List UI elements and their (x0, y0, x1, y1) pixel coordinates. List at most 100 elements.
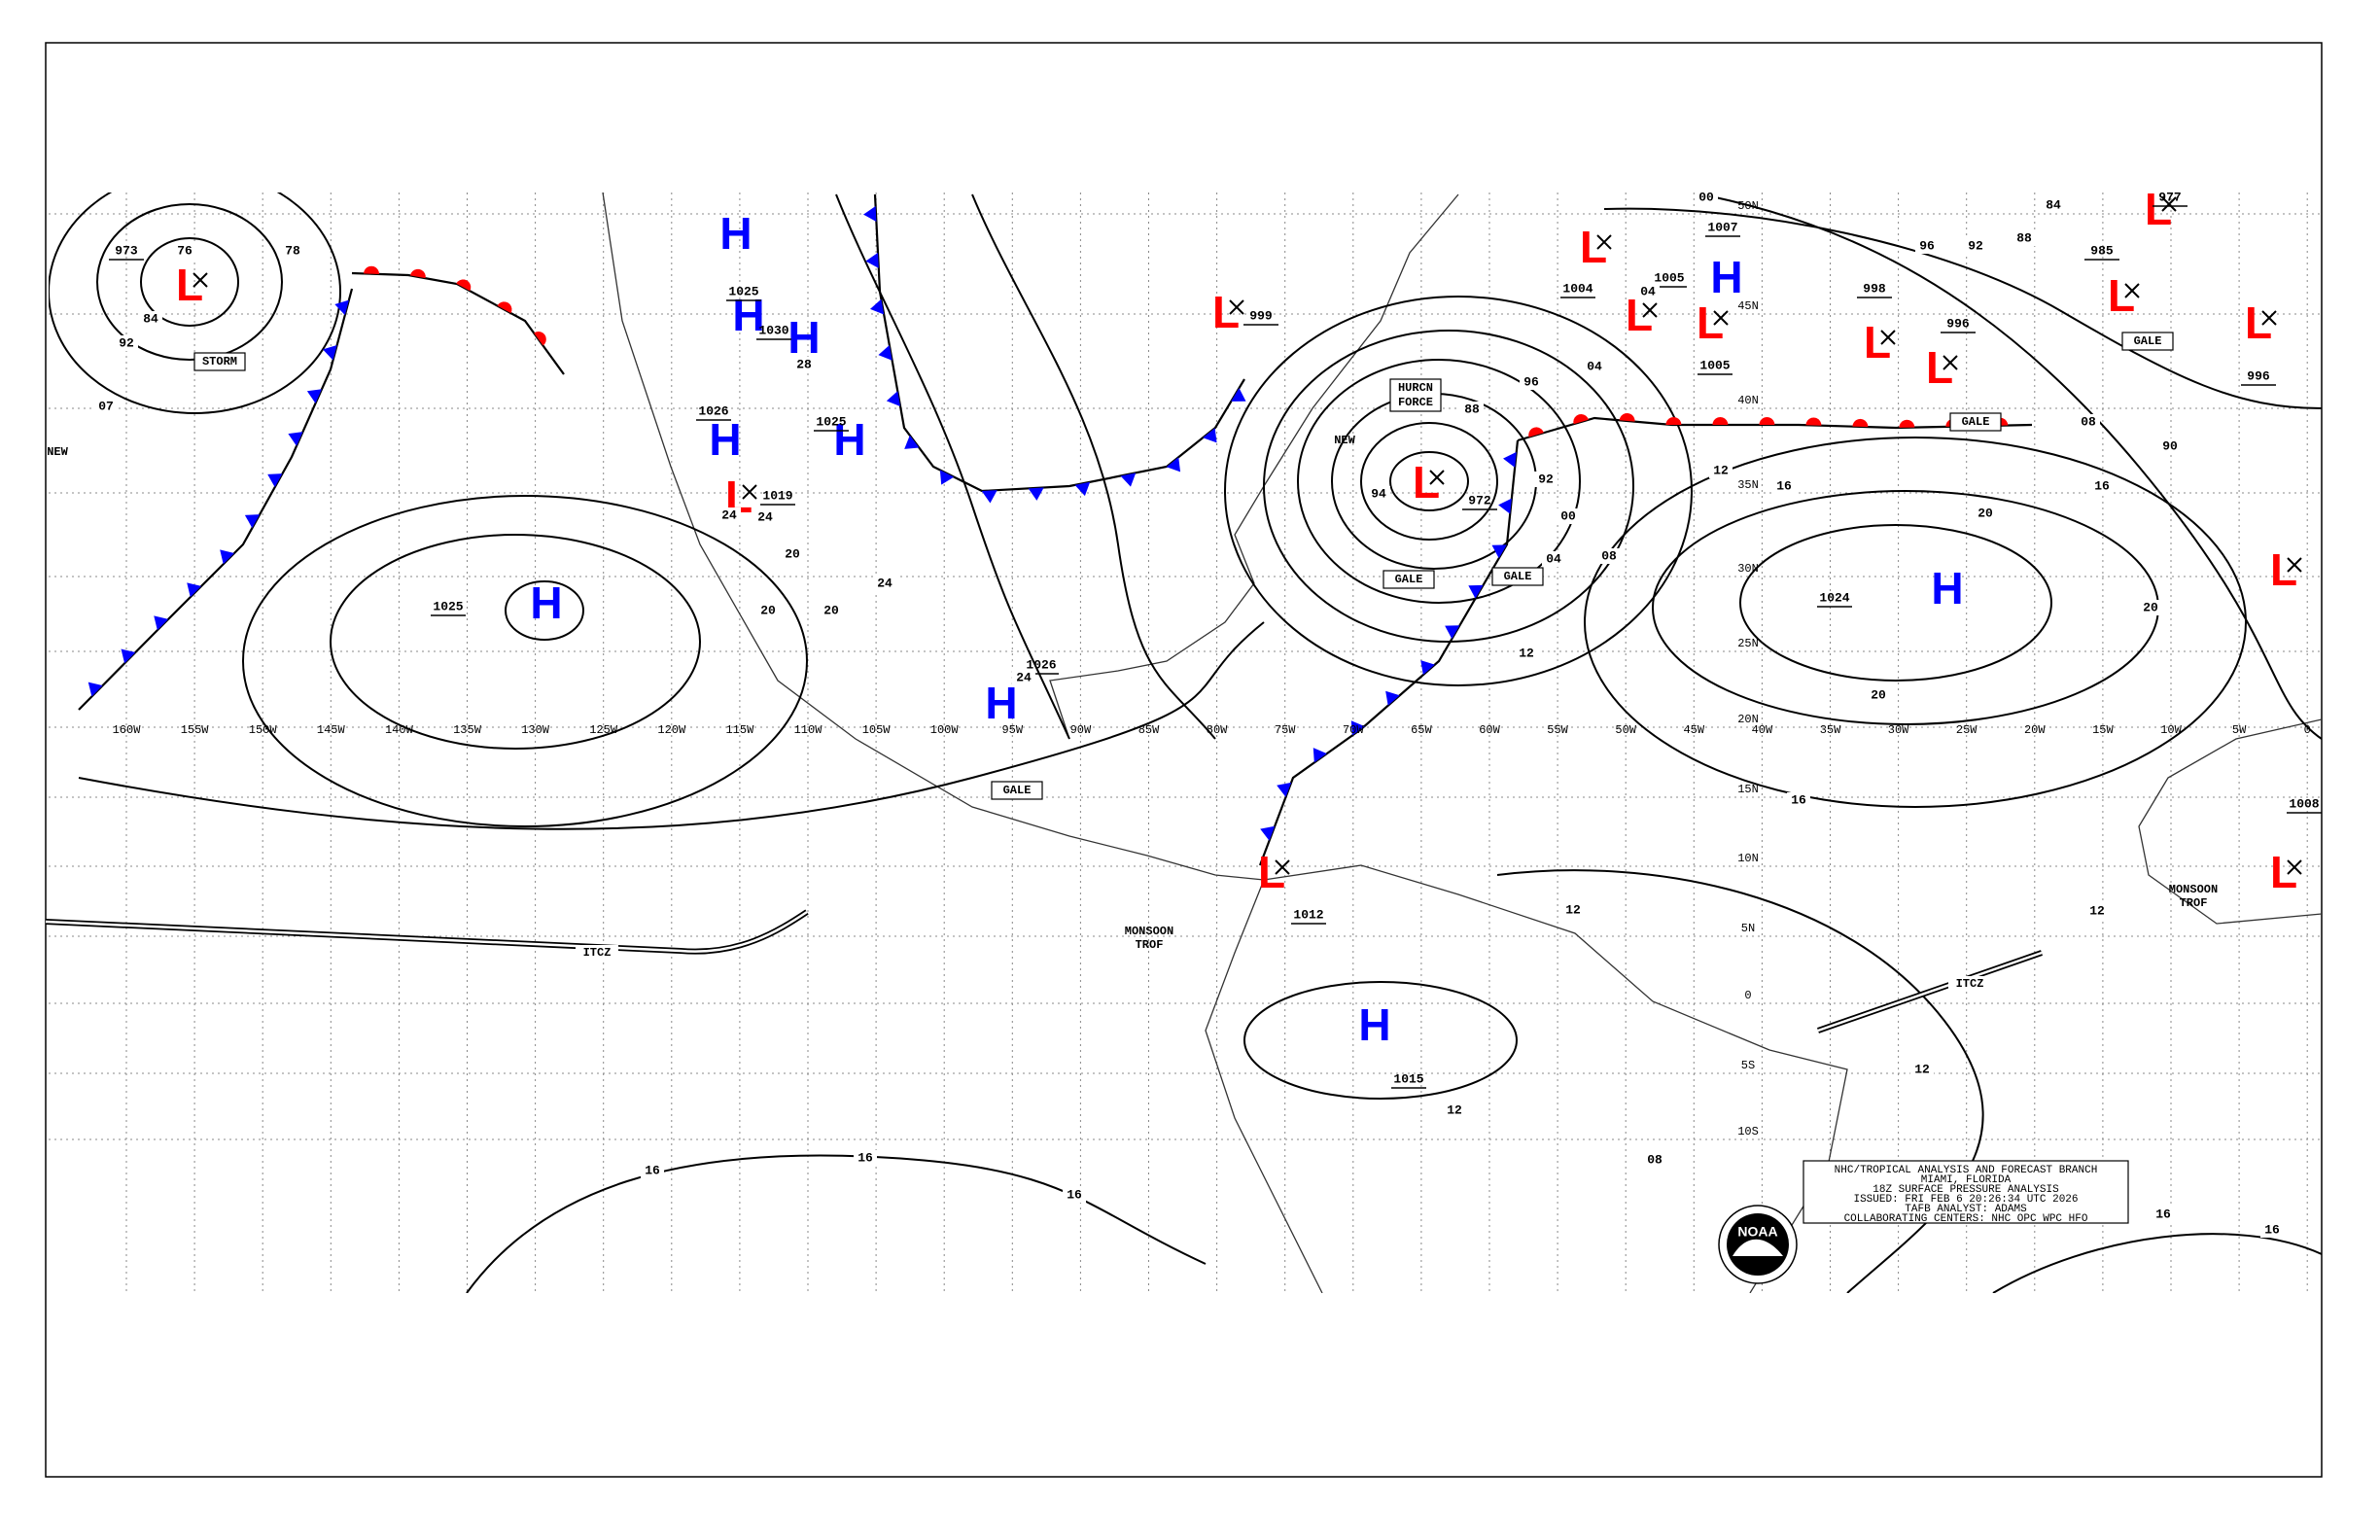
label-knockout (139, 311, 162, 327)
label-knockout (2158, 438, 2182, 454)
front-triangle (288, 432, 303, 446)
front-triangle (1166, 457, 1181, 472)
isobar-label: 94 (1371, 486, 1386, 501)
front-semicircle (1573, 413, 1589, 425)
label-knockout (1542, 551, 1565, 567)
coastlines (602, 192, 2322, 1293)
front-triangle (869, 298, 885, 315)
coastline (2138, 718, 2322, 925)
pressure-label: 1007 (1707, 220, 1737, 234)
isobar (96, 203, 283, 361)
label-knockout (1012, 670, 1035, 685)
front-triangle (939, 470, 955, 485)
lon-label: 40W (1752, 723, 1773, 737)
lon-label: 20W (2024, 723, 2046, 737)
pressure-label: 1026 (698, 403, 728, 418)
label-knockout (1443, 1102, 1466, 1118)
front-triangle (1231, 388, 1246, 402)
front-triangle (121, 648, 136, 664)
high-center: H (719, 208, 752, 259)
isobar (242, 495, 808, 827)
label-knockout (115, 335, 138, 351)
info-box (1802, 1160, 2129, 1224)
lat-label: 50N (1737, 199, 1759, 213)
front-semicircle (534, 332, 546, 346)
itcz-line (1817, 951, 2043, 1032)
info-line: TAFB ANALYST: ADAMS (1905, 1204, 2027, 1215)
front-semicircle (409, 268, 426, 279)
cold-front (873, 193, 1245, 493)
info-line: MIAMI, FLORIDA (1921, 1174, 2012, 1186)
low-center: L (1926, 342, 1953, 393)
warm-front (351, 271, 565, 375)
label-knockout (2152, 1207, 2175, 1222)
front-triangle (1203, 428, 1217, 443)
front-triangle (220, 549, 235, 565)
isobar (1224, 296, 1693, 686)
lon-label: 65W (1411, 723, 1432, 737)
isobar (971, 193, 1216, 740)
center-cross (1275, 859, 1290, 875)
lon-label: 120W (657, 723, 686, 737)
center-cross (742, 484, 757, 500)
front-triangle (1491, 544, 1507, 559)
label-knockout (1787, 792, 1810, 808)
isobar-label: 90 (2162, 438, 2178, 453)
front-triangle (306, 389, 323, 403)
label-knockout (1636, 284, 1660, 299)
label-knockout (1520, 374, 1543, 390)
lon-label: 50W (1615, 723, 1636, 737)
frame (45, 42, 2323, 1478)
lon-label: 160W (113, 723, 142, 737)
isobar-label: 24 (721, 508, 737, 522)
front-triangle (187, 582, 202, 598)
lat-label: 5S (1741, 1059, 1755, 1072)
label-knockout (1063, 1187, 1086, 1203)
lon-label: 25W (1956, 723, 1978, 737)
front-triangle (1028, 487, 1044, 501)
pressure-label: 1008 (2289, 796, 2319, 811)
front-triangle (863, 205, 877, 222)
label-knockout (753, 509, 777, 525)
center-cross (1713, 310, 1729, 326)
high-center: H (788, 312, 820, 363)
front-semicircle (1619, 412, 1635, 422)
lon-label: 135W (453, 723, 482, 737)
map-label: ITCZ (583, 946, 612, 960)
lon-label: 5W (2232, 723, 2247, 737)
isobar-label: 00 (1698, 190, 1714, 204)
isobar-label: 28 (796, 357, 812, 371)
front-triangle (904, 435, 920, 449)
label-knockout (854, 1150, 877, 1166)
center-cross (1429, 470, 1445, 485)
front-triangle (1312, 748, 1327, 763)
low-center: L (176, 260, 203, 310)
isobar-label: 88 (1464, 402, 1480, 416)
center-cross (2287, 859, 2302, 875)
label-knockout (1772, 478, 1796, 494)
isobar-label: 12 (1713, 463, 1729, 477)
front-triangle (244, 514, 261, 529)
front-triangle (886, 391, 901, 407)
itcz-line (45, 910, 808, 953)
pressure-label: 996 (1946, 316, 1970, 331)
label-knockout (94, 399, 118, 414)
isobar-label: 96 (1919, 238, 1935, 253)
label-knockout (1867, 687, 1890, 703)
isobar (1389, 451, 1469, 511)
label-knockout (2085, 903, 2109, 919)
isobar-label: 92 (1968, 238, 1983, 253)
lon-label: 15W (2092, 723, 2114, 737)
label-box (1949, 412, 2002, 432)
isobar-label: 04 (1546, 551, 1561, 566)
lon-label: 95W (1001, 723, 1023, 737)
info-line: 18Z SURFACE PRESSURE ANALYSIS (1872, 1184, 2059, 1196)
isobar-label: 20 (823, 603, 839, 617)
map-label: NEW (47, 445, 68, 459)
lon-label: 150W (249, 723, 278, 737)
center-cross (1642, 302, 1658, 318)
label-knockout (2042, 197, 2065, 213)
high-center: H (833, 414, 865, 465)
front-triangle (1277, 782, 1292, 797)
